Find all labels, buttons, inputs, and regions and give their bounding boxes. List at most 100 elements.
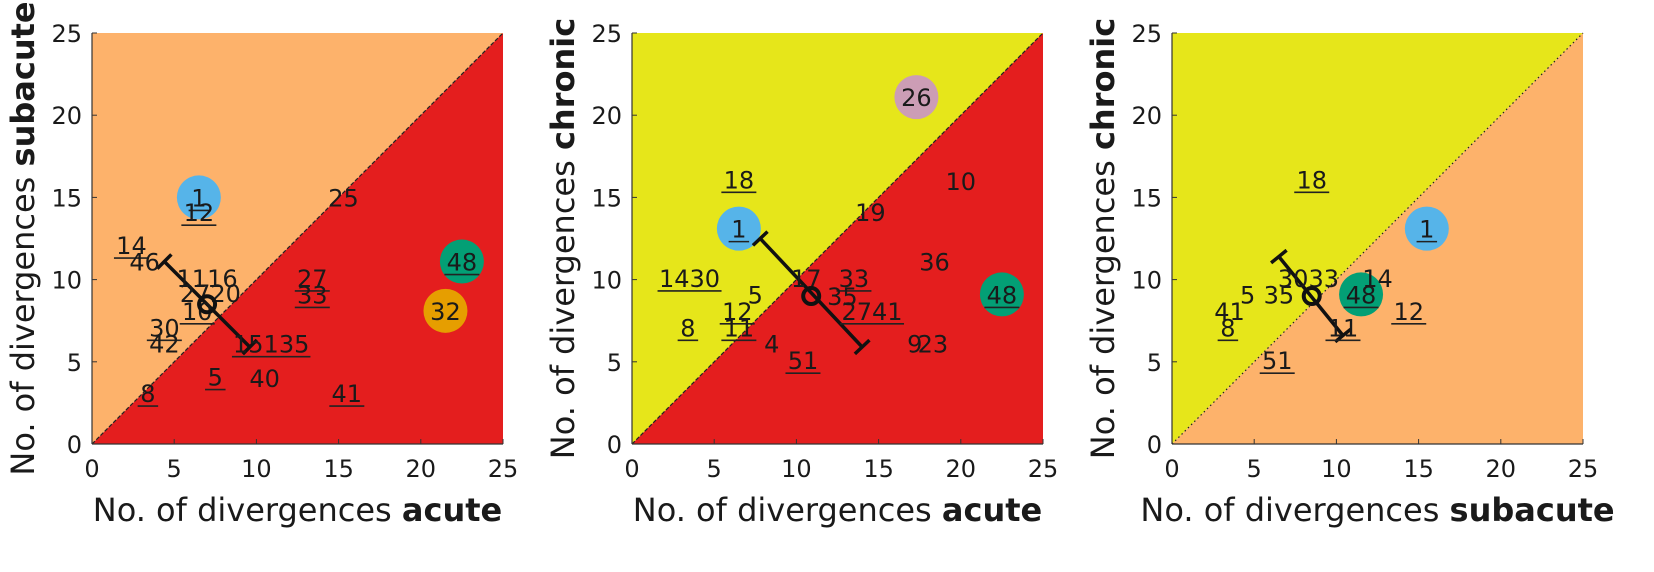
data-point-label: 12 bbox=[722, 298, 753, 326]
mean-marker bbox=[801, 286, 822, 307]
data-point-label: 4 bbox=[764, 331, 779, 359]
data-point-label: 1116 bbox=[177, 265, 238, 293]
data-point-label: 26 bbox=[901, 84, 932, 112]
y-tick-label: 15 bbox=[1131, 184, 1162, 212]
error-bar-cap bbox=[751, 230, 769, 247]
y-tick-label: 25 bbox=[51, 20, 82, 48]
y-tick-label: 15 bbox=[51, 184, 82, 212]
x-axis-label-bold: subacute bbox=[1450, 491, 1615, 529]
data-point-label: 23 bbox=[918, 331, 949, 359]
data-point-label: 33 bbox=[297, 281, 328, 309]
x-tick-label: 5 bbox=[167, 455, 182, 483]
data-point-label: 41 bbox=[1214, 298, 1245, 326]
x-axis-label-bold: acute bbox=[402, 491, 502, 529]
data-point-label: 8 bbox=[680, 314, 695, 342]
data-point-label: 12 bbox=[1393, 298, 1424, 326]
y-tick-label: 25 bbox=[1131, 20, 1162, 48]
data-point-label: 1 bbox=[191, 184, 206, 212]
data-point-label: 35 bbox=[1264, 281, 1295, 309]
x-tick-label: 15 bbox=[863, 455, 894, 483]
y-tick-label: 20 bbox=[1131, 102, 1162, 130]
y-axis-label-text: No. of divergences bbox=[4, 166, 42, 475]
data-point-label: 51 bbox=[1262, 347, 1293, 375]
x-tick-label: 25 bbox=[1568, 455, 1599, 483]
x-tick-label: 5 bbox=[1247, 455, 1262, 483]
error-bar-cap bbox=[156, 253, 173, 270]
data-point-label: 36 bbox=[919, 249, 950, 277]
data-point-label: 14 bbox=[1362, 265, 1393, 293]
data-point-label: 5 bbox=[1240, 281, 1255, 309]
y-axis-label-bold: chronic bbox=[544, 18, 582, 150]
error-bar bbox=[163, 260, 252, 349]
highlight-circle bbox=[894, 75, 939, 120]
highlight-circle bbox=[423, 288, 468, 333]
highlight-circle bbox=[176, 175, 221, 220]
y-tick-label: 5 bbox=[1147, 349, 1162, 377]
y-axis-label-text: No. of divergences bbox=[1084, 150, 1122, 459]
x-tick-label: 20 bbox=[406, 455, 437, 483]
y-axis-label-bold: chronic bbox=[1084, 18, 1122, 150]
y-axis-label-bold: subacute bbox=[4, 1, 42, 166]
data-point-label: 14 bbox=[116, 232, 147, 260]
data-point-label: 15135 bbox=[233, 331, 309, 359]
y-tick-label: 20 bbox=[591, 102, 622, 130]
data-point-label: 27 bbox=[297, 265, 328, 293]
x-tick-label: 25 bbox=[488, 455, 519, 483]
x-tick-label: 0 bbox=[624, 455, 639, 483]
y-axis-label: No. of divergences chronic bbox=[1084, 18, 1122, 459]
x-tick-label: 15 bbox=[323, 455, 354, 483]
y-tick-label: 0 bbox=[1147, 431, 1162, 459]
x-tick-label: 5 bbox=[707, 455, 722, 483]
data-point-label: 32 bbox=[430, 298, 461, 326]
highlight-circle bbox=[1339, 272, 1384, 317]
highlight-circle bbox=[716, 206, 761, 251]
data-point-label: 41 bbox=[332, 380, 363, 408]
data-point-label: 18 bbox=[724, 166, 755, 194]
data-point-label: 1 bbox=[1419, 216, 1434, 244]
data-point-label: 9 bbox=[907, 331, 922, 359]
x-axis-label: No. of divergences acute bbox=[633, 491, 1042, 529]
y-tick-label: 5 bbox=[67, 349, 82, 377]
y-tick-label: 25 bbox=[591, 20, 622, 48]
highlight-circle bbox=[439, 239, 484, 284]
data-point-label: 5 bbox=[748, 281, 763, 309]
data-point-label: 12 bbox=[184, 199, 215, 227]
data-point-label: 5 bbox=[208, 364, 223, 392]
mean-marker bbox=[1301, 286, 1322, 307]
x-tick-label: 10 bbox=[1321, 455, 1352, 483]
data-point-label: 48 bbox=[987, 281, 1018, 309]
x-tick-label: 15 bbox=[1403, 455, 1434, 483]
error-bar bbox=[758, 237, 864, 349]
error-bar-cap bbox=[1269, 248, 1288, 265]
error-bar-cap bbox=[853, 338, 871, 356]
diagonal-line bbox=[91, 32, 504, 445]
data-point-label: 2720 bbox=[180, 280, 241, 308]
x-tick-label: 20 bbox=[946, 455, 977, 483]
error-bar-cap bbox=[241, 338, 259, 356]
x-tick-label: 10 bbox=[781, 455, 812, 483]
y-tick-label: 0 bbox=[67, 431, 82, 459]
data-point-label: 18 bbox=[1296, 166, 1327, 194]
error-bar bbox=[1277, 255, 1345, 337]
y-tick-label: 10 bbox=[51, 267, 82, 295]
x-tick-label: 0 bbox=[84, 455, 99, 483]
x-axis-label-text: No. of divergences bbox=[93, 491, 402, 529]
data-point-label: 48 bbox=[447, 249, 478, 277]
data-point-label: 42 bbox=[149, 331, 180, 359]
data-point-label: 11 bbox=[1328, 314, 1359, 342]
x-axis-label: No. of divergences subacute bbox=[1140, 491, 1614, 529]
highlight-circle bbox=[979, 272, 1024, 317]
data-point-label: 11 bbox=[724, 314, 755, 342]
x-axis-label: No. of divergences acute bbox=[93, 491, 502, 529]
data-point-label: 1430 bbox=[659, 265, 720, 293]
x-tick-label: 0 bbox=[1164, 455, 1179, 483]
x-tick-label: 10 bbox=[241, 455, 272, 483]
data-point-label: 33 bbox=[839, 265, 870, 293]
data-point-label: 46 bbox=[129, 249, 160, 277]
data-point-label: 8 bbox=[140, 380, 155, 408]
y-tick-label: 20 bbox=[51, 102, 82, 130]
data-point-label: 2741 bbox=[841, 298, 902, 326]
y-axis-label: No. of divergences subacute bbox=[4, 1, 42, 475]
